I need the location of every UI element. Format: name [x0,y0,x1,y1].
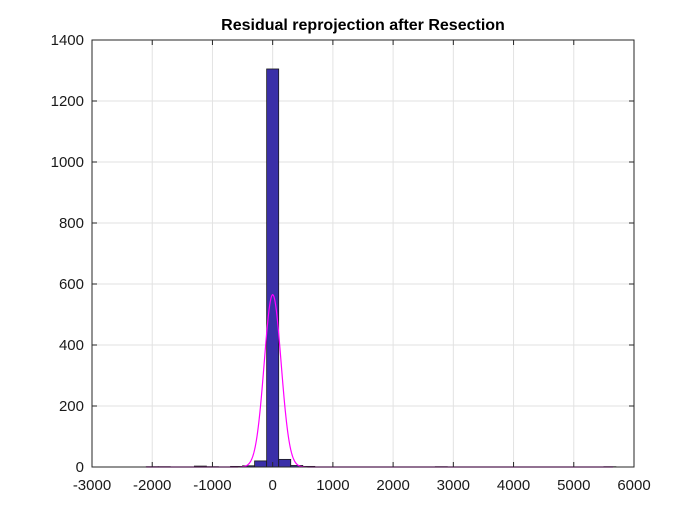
histogram-bar [254,460,268,468]
x-tick-label: -2000 [133,477,171,494]
y-tick-label: 600 [59,276,84,293]
grid-lines [92,40,634,467]
histogram-bar [266,68,280,468]
x-tick-label: 3000 [437,477,470,494]
x-tick-labels: -3000 -2000 -1000 0 1000 2000 3000 4000 5000 6000 [73,477,651,494]
x-tick-label: -3000 [73,477,111,494]
x-tick-label: 6000 [617,477,650,494]
x-tick-label: 2000 [376,477,409,494]
y-tick-labels: 0 200 400 600 800 1000 1200 1400 [51,32,84,476]
axes [91,39,635,468]
x-tick-label: 5000 [557,477,590,494]
axes-box [91,39,635,468]
y-tick-label: 1400 [51,32,84,49]
x-tick-label: 4000 [497,477,530,494]
y-tick-label: 1200 [51,93,84,110]
y-tick-label: 0 [76,459,84,476]
histogram-bar [278,458,292,468]
y-tick-label: 800 [59,215,84,232]
x-tick-label: 1000 [316,477,349,494]
y-tick-label: 1000 [51,154,84,171]
x-tick-label: -1000 [193,477,231,494]
y-tick-label: 400 [59,337,84,354]
x-tick-label: 0 [268,477,276,494]
y-tick-label: 200 [59,398,84,415]
chart-title: Residual reprojection after Resection [221,17,505,34]
plot-area [92,40,634,467]
